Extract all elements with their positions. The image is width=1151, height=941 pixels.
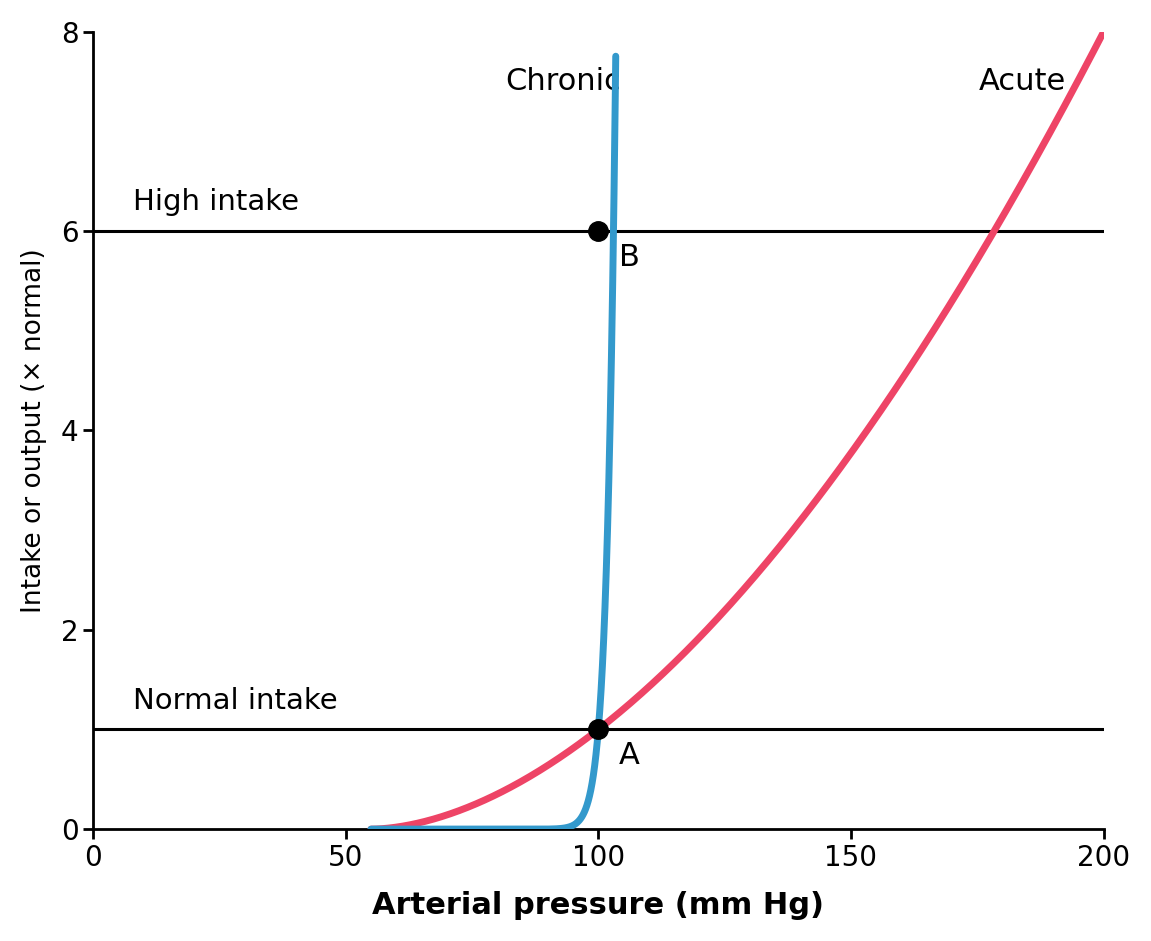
X-axis label: Arterial pressure (mm Hg): Arterial pressure (mm Hg) bbox=[372, 891, 824, 920]
Text: A: A bbox=[618, 742, 640, 771]
Text: Chronic: Chronic bbox=[505, 67, 620, 96]
Text: High intake: High intake bbox=[134, 188, 299, 216]
Y-axis label: Intake or output (× normal): Intake or output (× normal) bbox=[21, 248, 47, 613]
Text: B: B bbox=[618, 243, 640, 272]
Text: Acute: Acute bbox=[980, 67, 1066, 96]
Text: Normal intake: Normal intake bbox=[134, 687, 338, 714]
